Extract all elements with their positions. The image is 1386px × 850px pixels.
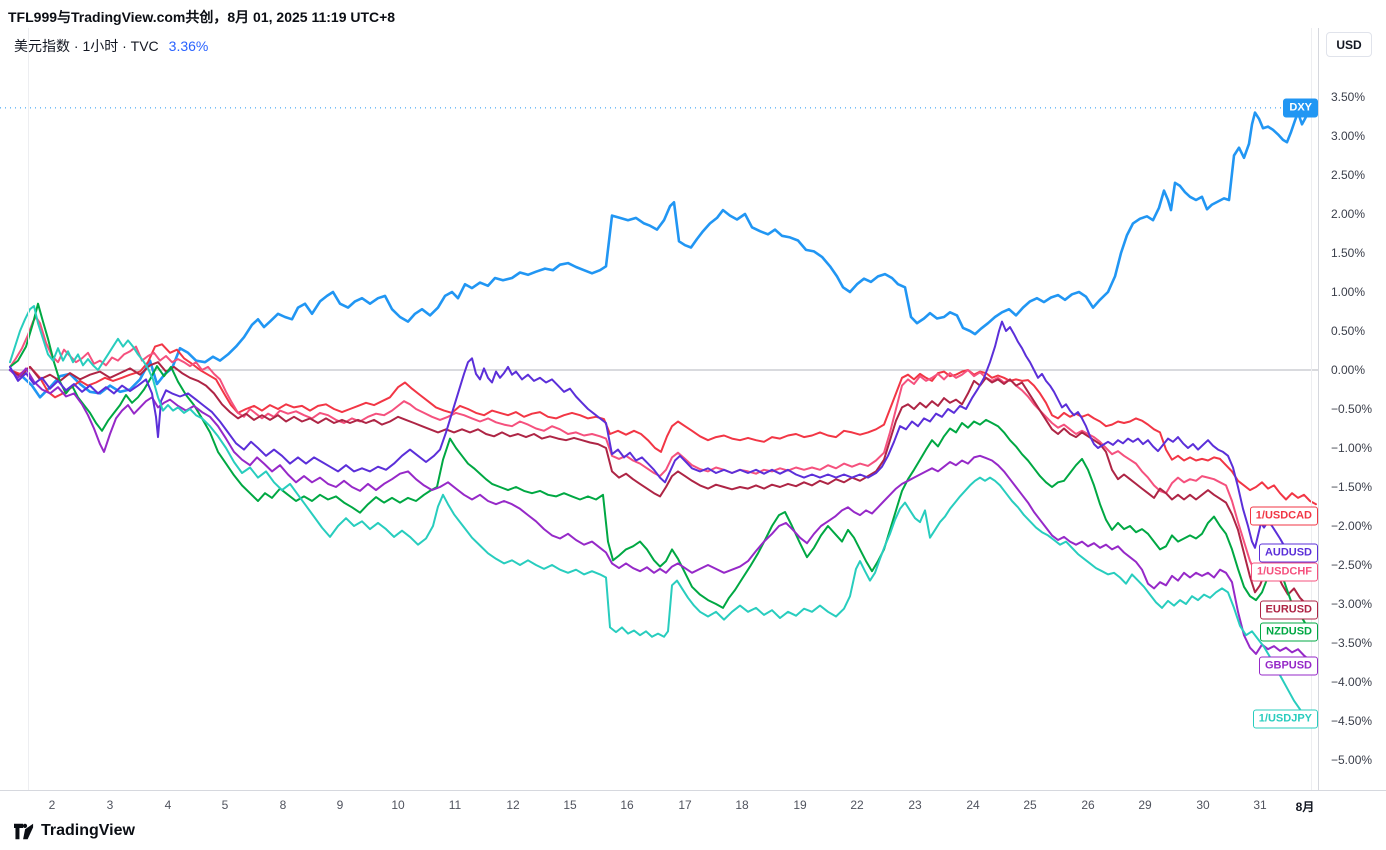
price-tick-label: −1.00% [1331,441,1373,455]
time-axis-border [0,790,1386,791]
change-percent: 3.36% [168,38,209,54]
time-tick-label: 18 [735,798,749,812]
time-tick-label: 11 [448,798,462,812]
price-tick-label: 2.00% [1331,207,1366,221]
series-line-1usdcad[interactable] [9,343,1317,506]
time-tick-label: 5 [221,798,229,812]
series-line-1usdchf[interactable] [9,316,1311,577]
time-tick-label: 22 [850,798,864,812]
series-line-dxy[interactable] [8,106,1313,399]
series-line-audusd[interactable] [9,320,1312,557]
series-price-label-1usdcad: 1/USDCAD [1249,506,1318,526]
price-tick-label: −1.50% [1331,480,1373,494]
series-line-eurusd[interactable] [9,361,1313,609]
price-tick-label: −2.50% [1331,558,1373,572]
series-price-label-dxy: DXY [1283,98,1318,118]
price-tick-label: −5.00% [1331,753,1373,767]
time-tick-label: 3 [106,798,114,812]
symbol-legend[interactable]: 美元指数 · 1小时 · TVC 3.36% [14,36,208,56]
time-tick-label: 8 [279,798,287,812]
price-tick-label: −4.50% [1331,714,1373,728]
series-price-label-eurusd: EURUSD [1259,600,1318,620]
time-tick-label: 15 [563,798,577,812]
time-tick-label: 23 [908,798,922,812]
tradingview-logo-text: TradingView [41,822,135,839]
price-tick-label: 1.50% [1331,246,1366,260]
time-tick-label: 25 [1023,798,1037,812]
time-tick-label: 9 [336,798,344,812]
time-tick-label: 19 [793,798,807,812]
price-tick-label: −0.50% [1331,402,1373,416]
time-tick-label: 8月 [1295,800,1315,814]
time-tick-label: 10 [391,798,405,812]
price-tick-label: 0.50% [1331,324,1366,338]
currency-unit-button[interactable]: USD [1326,32,1372,57]
time-tick-label: 29 [1138,798,1152,812]
time-tick-label: 30 [1196,798,1210,812]
price-tick-label: −4.00% [1331,675,1373,689]
price-axis-border [1318,28,1319,790]
series-price-label-gbpusd: GBPUSD [1258,656,1318,676]
time-tick-label: 12 [506,798,520,812]
attribution-text: TFL999与TradingView.com共创，8月 01, 2025 11:… [8,9,396,25]
time-tick-label: 16 [620,798,634,812]
gridline-month-start-left [28,28,29,790]
price-tick-label: −3.50% [1331,636,1373,650]
symbol-title: 美元指数 · 1小时 · TVC [14,38,159,54]
price-tick-label: 2.50% [1331,168,1366,182]
time-tick-label: 26 [1081,798,1095,812]
price-tick-label: 1.00% [1331,285,1366,299]
tradingview-logo-icon [14,823,34,839]
price-tick-label: 0.00% [1331,363,1366,377]
time-tick-label: 31 [1253,798,1267,812]
time-tick-label: 4 [164,798,172,812]
series-price-label-1usdchf: 1/USDCHF [1250,562,1318,582]
tradingview-logo[interactable]: TradingView [14,822,135,840]
series-price-label-audusd: AUDUSD [1258,543,1318,563]
gridline-month-start-right [1311,28,1312,790]
price-tick-label: −2.00% [1331,519,1373,533]
time-tick-label: 17 [678,798,692,812]
price-tick-label: 3.00% [1331,129,1366,143]
series-price-label-1usdjpy: 1/USDJPY [1252,709,1318,729]
price-tick-label: −3.00% [1331,597,1373,611]
series-line-nzdusd[interactable] [9,302,1311,633]
series-price-label-nzdusd: NZDUSD [1260,622,1318,642]
series-line-gbpusd[interactable] [9,367,1311,662]
series-line-1usdjpy[interactable] [9,305,1310,718]
time-tick-label: 2 [48,798,56,812]
time-tick-label: 24 [966,798,980,812]
price-tick-label: 3.50% [1331,90,1366,104]
